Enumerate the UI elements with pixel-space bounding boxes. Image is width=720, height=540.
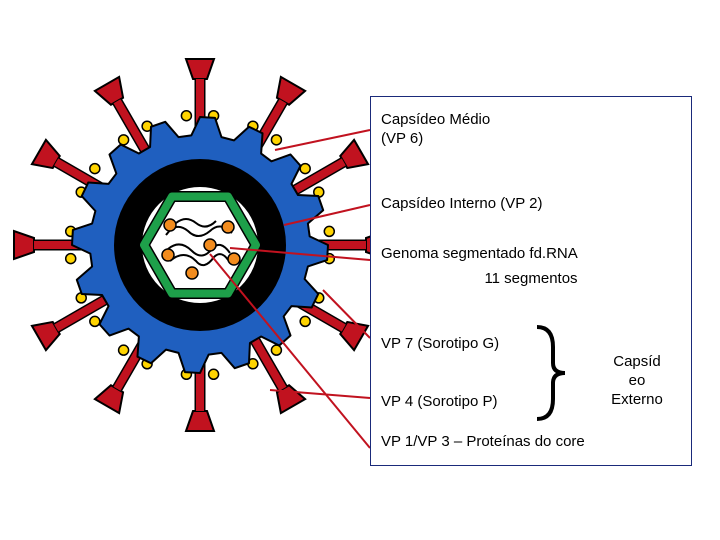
text: 11 segmentos (381, 270, 681, 289)
brace-icon (531, 323, 571, 423)
label-capsid-externo: Capsíd eo Externo (577, 353, 697, 409)
text: Capsíd (613, 353, 661, 370)
text: Capsídeo Médio (381, 111, 490, 128)
label-box: Capsídeo Médio (VP 6) Capsídeo Interno (… (370, 96, 692, 466)
label-capsid-medio: Capsídeo Médio (VP 6) (381, 111, 681, 149)
text: (VP 6) (381, 130, 423, 147)
label-vp1-vp3: VP 1/VP 3 – Proteínas do core (381, 433, 681, 452)
text: Externo (611, 391, 663, 408)
label-genome: Genoma segmentado fd.RNA 11 segmentos (381, 245, 681, 289)
text: eo (629, 372, 646, 389)
brace-group: VP 7 (Sorotipo G) VP 4 (Sorotipo P) Caps… (381, 333, 681, 423)
label-capsid-interno: Capsídeo Interno (VP 2) (381, 195, 681, 214)
text: Capsídeo Interno (VP 2) (381, 195, 542, 212)
text: Genoma segmentado fd.RNA (381, 245, 578, 262)
text: VP 1/VP 3 – Proteínas do core (381, 433, 585, 450)
label-vp4: VP 4 (Sorotipo P) (381, 393, 497, 412)
label-vp7: VP 7 (Sorotipo G) (381, 335, 499, 354)
virus-diagram-stage: Capsídeo Médio (VP 6) Capsídeo Interno (… (0, 0, 720, 540)
